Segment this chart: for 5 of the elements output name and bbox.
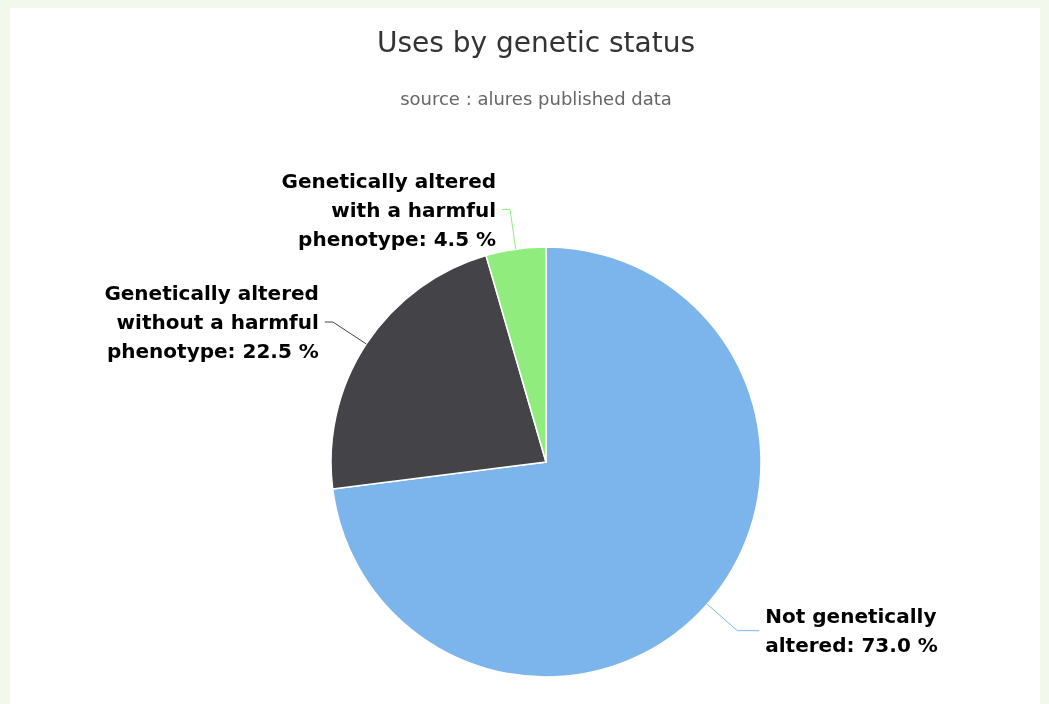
source-note: source : alures published data (400, 88, 672, 109)
chart-title: Uses by genetic status (376, 26, 696, 59)
slice-label: Genetically altered without a harmful phenotype: 22.5 % (104, 281, 319, 363)
slice-label: Genetically altered with a harmful phenotype: 4.5 % (281, 168, 497, 251)
slice-label: Not genetically altered: 73.0 % (765, 604, 938, 658)
